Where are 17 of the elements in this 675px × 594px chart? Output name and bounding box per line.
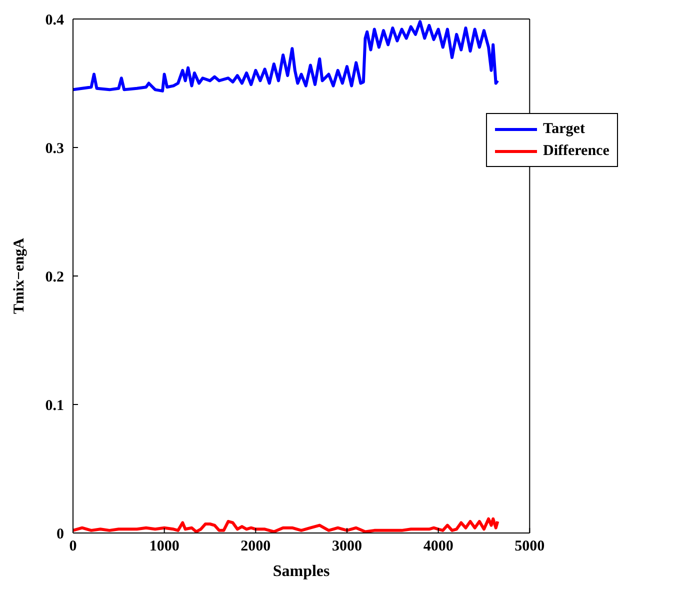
- y-tick-label: 0.1: [45, 398, 64, 414]
- x-tick-label: 4000: [423, 538, 454, 555]
- x-tick-label: 0: [69, 538, 77, 555]
- legend-label: Target: [543, 120, 585, 138]
- x-tick-label: 1000: [149, 538, 180, 555]
- x-axis-title: Samples: [272, 563, 330, 580]
- legend-label: Difference: [543, 142, 610, 160]
- line-series: [73, 517, 500, 533]
- y-tick-label: 0.2: [45, 269, 64, 286]
- x-tick-label: 2000: [240, 538, 271, 555]
- x-tick-label: 3000: [332, 538, 362, 555]
- y-axis-title: Tmix−engA: [11, 238, 28, 314]
- y-tick-label: 0.3: [45, 140, 64, 157]
- x-tick-label: 5000: [514, 538, 545, 555]
- y-tick-label: 0.4: [45, 12, 64, 28]
- line-series: [73, 20, 500, 92]
- y-tick-label: 0: [56, 526, 64, 542]
